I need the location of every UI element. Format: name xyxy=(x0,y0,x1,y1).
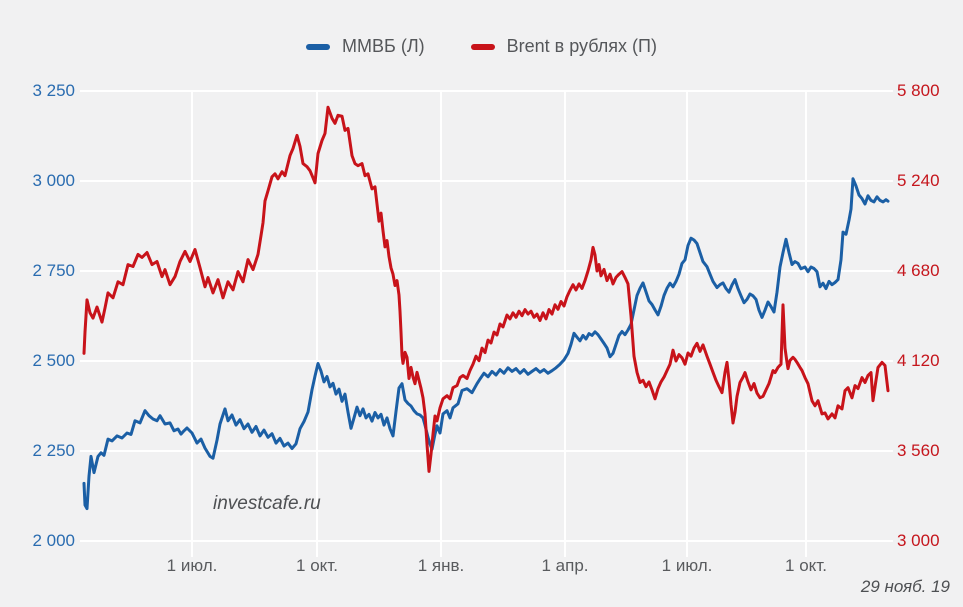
chart-legend: ММВБ (Л) Brent в рублях (П) xyxy=(0,36,963,57)
right-axis-tick: 5 240 xyxy=(897,171,940,190)
legend-label-brent: Brent в рублях (П) xyxy=(506,36,657,56)
x-axis-tick: 1 апр. xyxy=(541,556,589,575)
x-axis-tick: 1 окт. xyxy=(785,556,827,575)
left-axis-tick: 2 250 xyxy=(32,441,75,460)
watermark: investcafe.ru xyxy=(213,493,321,514)
brent-series-swatch-icon xyxy=(470,43,495,50)
series-line-mmvb xyxy=(82,177,890,511)
right-axis-tick: 3 560 xyxy=(897,441,940,460)
legend-item-mmvb[interactable]: ММВБ (Л) xyxy=(306,36,425,57)
mmvb-series-swatch-icon xyxy=(306,43,331,50)
right-axis-tick: 5 800 xyxy=(897,81,940,100)
x-axis-tick: 1 окт. xyxy=(296,556,338,575)
right-axis-tick: 4 120 xyxy=(897,351,940,370)
legend-item-brent[interactable]: Brent в рублях (П) xyxy=(470,36,657,57)
x-axis-tick: 1 янв. xyxy=(417,556,465,575)
left-axis-tick: 2 500 xyxy=(32,351,75,370)
x-axis-tick: 1 июл. xyxy=(661,556,713,575)
left-axis-tick: 2 750 xyxy=(32,261,75,280)
right-axis-tick: 3 000 xyxy=(897,531,940,550)
footer-date: 29 нояб. 19 xyxy=(860,577,950,596)
left-axis-tick: 3 250 xyxy=(32,81,75,100)
left-axis-tick: 2 000 xyxy=(32,531,75,550)
series-line-brent xyxy=(82,105,890,473)
left-axis-tick: 3 000 xyxy=(32,171,75,190)
right-axis-tick: 4 680 xyxy=(897,261,940,280)
legend-label-mmvb: ММВБ (Л) xyxy=(342,36,425,56)
x-axis-tick: 1 июл. xyxy=(166,556,218,575)
